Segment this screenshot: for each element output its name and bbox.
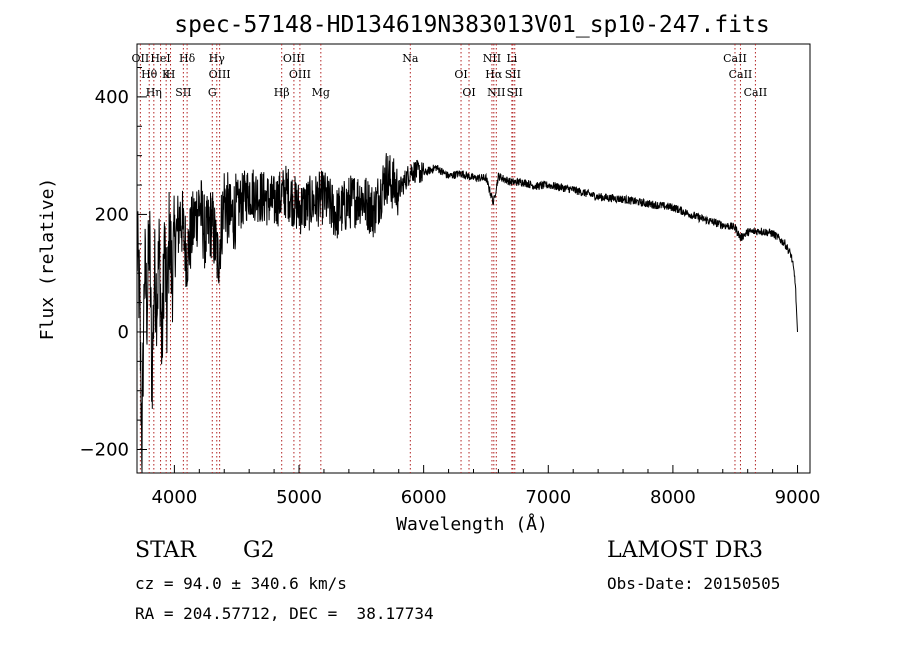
line-label-mg: Mg <box>312 86 330 99</box>
object-class: STAR <box>135 538 196 563</box>
line-label-sii: SII <box>507 86 523 99</box>
line-label-g: G <box>208 86 217 99</box>
x-tick-label: 5000 <box>276 487 322 508</box>
y-tick-label: 400 <box>95 87 129 108</box>
observation-date: Obs-Date: 20150505 <box>607 574 781 593</box>
plot-frame <box>136 43 811 474</box>
line-label-caii: CaII <box>723 52 747 65</box>
y-tick-label: 0 <box>118 322 129 343</box>
line-label-hei: HeI <box>150 52 170 65</box>
line-label-sii: SII <box>175 86 191 99</box>
line-label-na: Na <box>402 52 419 65</box>
chart-title: spec-57148-HD134619N383013V01_sp10-247.f… <box>174 12 769 38</box>
x-tick-label: 9000 <box>775 487 821 508</box>
line-label-oiii: OIII <box>289 68 311 81</box>
line-label-hθ: Hθ <box>141 68 158 81</box>
y-tick-label: 200 <box>95 204 129 225</box>
line-label-oii: OII <box>132 52 150 65</box>
line-label-caii: CaII <box>744 86 768 99</box>
line-label-hβ: Hβ <box>274 86 290 99</box>
line-label-nii: NII <box>483 52 501 65</box>
spectrum-line <box>136 153 798 474</box>
object-subclass: G2 <box>243 538 275 563</box>
line-label-li: Li <box>506 52 517 65</box>
redshift-cz: cz = 94.0 ± 340.6 km/s <box>135 574 347 593</box>
line-label-k: K <box>162 68 171 81</box>
line-label-h: H <box>166 68 176 81</box>
line-label-hη: Hη <box>146 86 162 99</box>
line-label-sii: SII <box>505 68 521 81</box>
y-axis: −200 0 200 400 <box>80 67 147 460</box>
line-label-caii: CaII <box>729 68 753 81</box>
spectral-line-markers <box>139 44 756 473</box>
line-label-hα: Hα <box>485 68 503 81</box>
line-label-oi: OI <box>462 86 475 99</box>
x-axis: 4000 5000 6000 7000 8000 9000 <box>151 465 820 508</box>
line-label-hγ: Hγ <box>209 52 226 65</box>
line-label-oiii: OIII <box>209 68 231 81</box>
coordinates: RA = 204.57712, DEC = 38.17734 <box>135 604 434 623</box>
line-label-hδ: Hδ <box>179 52 196 65</box>
survey-name: LAMOST DR3 <box>607 538 763 563</box>
x-tick-label: 7000 <box>525 487 571 508</box>
x-axis-label: Wavelength (Å) <box>396 513 548 535</box>
x-tick-label: 4000 <box>151 487 197 508</box>
line-label-oiii: OIII <box>283 52 305 65</box>
x-tick-label: 6000 <box>401 487 447 508</box>
line-label-oi: OI <box>454 68 467 81</box>
spectrum-series <box>136 153 798 474</box>
y-axis-label: Flux (relative) <box>37 178 58 341</box>
y-tick-label: −200 <box>80 439 129 460</box>
x-tick-label: 8000 <box>650 487 696 508</box>
line-label-nii: NII <box>487 86 505 99</box>
spectral-line-labels: OIIHθHηHeIKSIIHδHGHγOIIIHβOIIIOIIIMgNaOI… <box>132 52 768 99</box>
